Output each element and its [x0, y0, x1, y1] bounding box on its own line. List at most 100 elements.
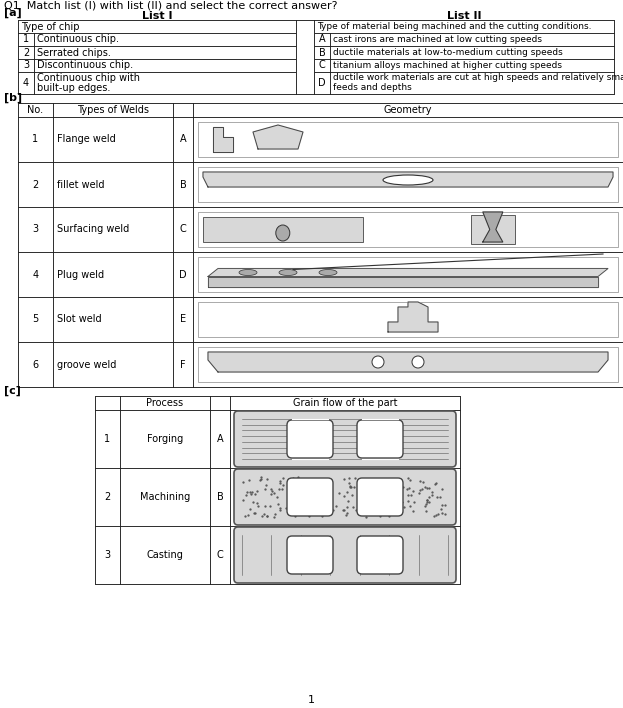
Point — [277, 484, 287, 495]
Point — [341, 510, 351, 521]
Point — [366, 498, 376, 509]
Text: Slot weld: Slot weld — [57, 314, 102, 324]
Bar — [53, 103, 173, 117]
Point — [262, 510, 272, 522]
Point — [359, 476, 369, 487]
Point — [430, 479, 440, 490]
Polygon shape — [388, 302, 438, 332]
Bar — [210, 410, 230, 468]
Point — [430, 477, 440, 489]
Point — [343, 496, 353, 507]
Point — [396, 506, 406, 518]
Bar — [173, 342, 193, 387]
Point — [265, 500, 275, 511]
Point — [266, 484, 276, 495]
Point — [422, 495, 432, 506]
Point — [362, 479, 372, 491]
Point — [368, 490, 378, 501]
Point — [287, 477, 297, 489]
Point — [415, 476, 425, 487]
Point — [239, 495, 249, 506]
Text: A: A — [319, 35, 325, 45]
Point — [404, 482, 414, 493]
Circle shape — [372, 356, 384, 368]
Circle shape — [412, 356, 424, 368]
FancyBboxPatch shape — [234, 469, 456, 525]
Bar — [95, 396, 120, 410]
Point — [405, 475, 415, 486]
Bar — [53, 342, 173, 387]
Point — [257, 510, 267, 522]
Bar — [173, 252, 193, 297]
Text: B: B — [217, 492, 224, 502]
Point — [392, 498, 402, 510]
Point — [402, 484, 412, 495]
Point — [275, 475, 285, 486]
Point — [420, 481, 430, 493]
Point — [328, 504, 338, 515]
Text: D: D — [179, 270, 187, 280]
Bar — [53, 162, 173, 207]
Point — [344, 473, 354, 484]
Point — [260, 484, 270, 495]
Point — [275, 504, 285, 515]
Text: C: C — [318, 60, 325, 71]
Text: List I: List I — [142, 11, 172, 21]
Point — [406, 500, 416, 511]
Bar — [34, 72, 296, 94]
Bar — [193, 297, 623, 342]
Bar — [95, 468, 120, 526]
Point — [295, 486, 305, 498]
Text: Plug weld: Plug weld — [57, 270, 104, 280]
Point — [424, 491, 434, 503]
Point — [307, 507, 316, 518]
Point — [382, 483, 392, 494]
Text: ductile work materials are cut at high speeds and relatively small: ductile work materials are cut at high s… — [333, 74, 623, 83]
Point — [339, 491, 349, 502]
Point — [313, 496, 323, 507]
FancyBboxPatch shape — [287, 478, 333, 516]
Text: 3: 3 — [23, 60, 29, 71]
Text: Continuous chip with: Continuous chip with — [37, 73, 140, 83]
FancyBboxPatch shape — [357, 478, 403, 516]
Text: Forging: Forging — [147, 434, 183, 444]
Text: No.: No. — [27, 105, 44, 115]
Point — [383, 491, 392, 502]
Point — [342, 486, 352, 497]
Text: C: C — [217, 550, 224, 560]
Point — [326, 486, 336, 497]
Point — [288, 472, 298, 484]
Text: F: F — [180, 360, 186, 370]
Text: B: B — [179, 180, 186, 190]
Point — [350, 473, 359, 484]
Point — [421, 505, 431, 516]
Bar — [18, 117, 53, 162]
Point — [307, 507, 317, 518]
Text: 3: 3 — [105, 550, 110, 560]
Bar — [120, 410, 210, 468]
Bar — [230, 396, 460, 410]
Point — [255, 474, 265, 485]
Ellipse shape — [383, 175, 433, 185]
Point — [266, 489, 276, 500]
Point — [244, 475, 254, 486]
Bar — [230, 410, 460, 468]
Bar — [18, 20, 296, 33]
Point — [394, 488, 404, 499]
Text: 4: 4 — [23, 78, 29, 88]
Point — [297, 508, 307, 519]
Point — [261, 479, 271, 491]
Text: Continuous chip.: Continuous chip. — [37, 35, 119, 45]
Point — [427, 486, 437, 498]
Point — [407, 506, 417, 517]
Point — [396, 479, 406, 490]
Text: 2: 2 — [32, 180, 39, 190]
Bar — [330, 59, 614, 72]
Point — [409, 496, 419, 507]
Point — [253, 501, 263, 512]
Text: Surfacing weld: Surfacing weld — [57, 224, 129, 234]
Point — [312, 492, 322, 503]
Bar — [173, 162, 193, 207]
Text: 1: 1 — [23, 35, 29, 45]
Text: [b]: [b] — [4, 93, 22, 103]
